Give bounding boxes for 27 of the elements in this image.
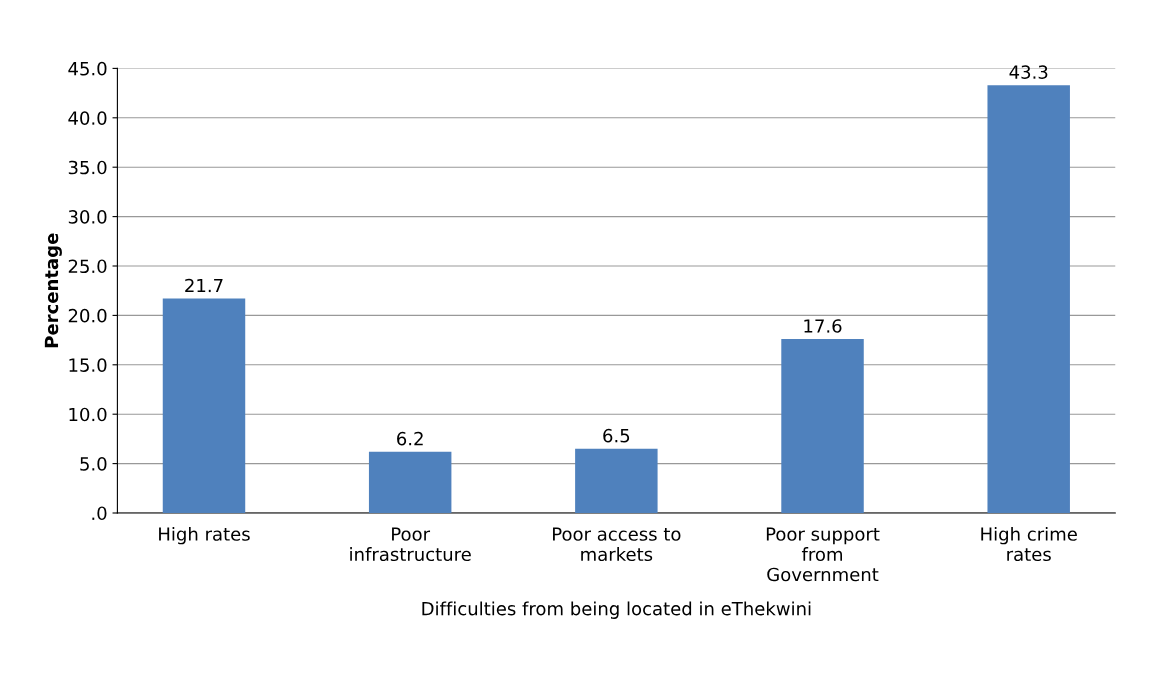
data-label: 21.7 xyxy=(185,278,223,293)
bar xyxy=(575,448,658,513)
data-label: 17.6 xyxy=(804,319,842,333)
bar xyxy=(781,339,864,513)
y-tick-label: 35.0 xyxy=(68,160,107,175)
x-tick-label: Poor access to markets xyxy=(553,527,681,562)
x-tick-label: Poor infrastructure xyxy=(350,527,471,562)
y-tick-label: 40.0 xyxy=(68,111,107,125)
x-tick-label: High rates xyxy=(159,526,250,545)
y-tick-label: 15.0 xyxy=(69,358,107,372)
x-tick-label: High crime rates xyxy=(981,526,1077,562)
y-tick-label: 20.0 xyxy=(68,308,107,323)
data-label: 43.3 xyxy=(1009,65,1048,79)
y-tick-label: 10.0 xyxy=(69,407,107,422)
y-tick-label: 30.0 xyxy=(68,210,107,224)
x-axis-title: Difficulties from being located in eThekwini xyxy=(422,601,811,619)
data-label: 6.2 xyxy=(397,431,423,446)
x-tick-label: Poor support from Government xyxy=(766,527,880,582)
bar xyxy=(368,451,452,513)
y-tick-label: 45.0 xyxy=(68,61,107,76)
data-label: 6.5 xyxy=(603,428,630,443)
y-tick-label: .0 xyxy=(92,506,107,521)
bar xyxy=(987,85,1070,513)
y-tick-label: 5.0 xyxy=(80,457,107,471)
bar xyxy=(162,298,246,513)
y-tick-label: 25.0 xyxy=(68,259,107,274)
y-axis-title: Percentage xyxy=(44,233,62,348)
